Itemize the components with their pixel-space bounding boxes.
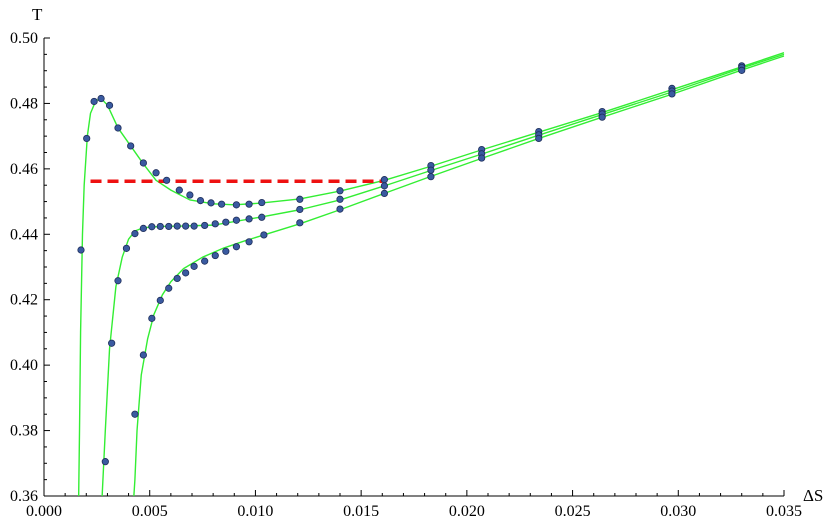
data-point bbox=[190, 222, 198, 230]
data-point bbox=[478, 154, 486, 162]
data-point bbox=[148, 314, 156, 322]
data-point bbox=[148, 223, 156, 231]
data-point bbox=[201, 221, 209, 230]
y-tick-label: 0.48 bbox=[10, 95, 38, 112]
data-point bbox=[173, 274, 181, 283]
data-point bbox=[232, 201, 240, 209]
data-point bbox=[163, 176, 171, 184]
data-point bbox=[105, 101, 114, 109]
data-point bbox=[380, 189, 388, 197]
y-tick-label: 0.46 bbox=[10, 161, 38, 178]
y-tick-label: 0.36 bbox=[10, 488, 38, 505]
x-tick-label: 0.035 bbox=[766, 503, 802, 520]
data-point bbox=[182, 222, 190, 230]
data-point bbox=[83, 134, 91, 143]
data-point bbox=[101, 458, 109, 466]
data-point bbox=[122, 244, 131, 252]
data-point bbox=[108, 339, 116, 347]
data-point bbox=[380, 182, 388, 190]
data-point bbox=[156, 222, 164, 231]
y-ticks: 0.36 0.38 0.40 0.42 0.44 0.46 0.48 0.50 bbox=[10, 30, 50, 505]
data-point bbox=[245, 200, 253, 208]
data-point bbox=[211, 220, 219, 228]
data-point bbox=[535, 134, 543, 143]
data-point bbox=[336, 205, 344, 213]
data-point bbox=[77, 246, 85, 254]
data-point bbox=[380, 176, 388, 184]
series-curve-2 bbox=[101, 53, 785, 496]
data-point bbox=[336, 187, 344, 195]
data-point bbox=[598, 113, 606, 121]
data-point bbox=[90, 97, 98, 106]
data-point bbox=[131, 410, 139, 418]
x-tick-label: 0.015 bbox=[343, 503, 379, 520]
data-point bbox=[186, 191, 194, 199]
data-point bbox=[173, 222, 181, 230]
y-tick-label: 0.40 bbox=[10, 357, 38, 374]
data-point bbox=[190, 262, 198, 270]
data-point bbox=[258, 213, 266, 221]
data-point bbox=[196, 196, 205, 205]
data-point bbox=[222, 247, 230, 255]
data-point bbox=[218, 200, 226, 208]
data-point bbox=[165, 284, 173, 292]
data-point bbox=[182, 269, 190, 277]
series-curve-3 bbox=[133, 55, 785, 496]
data-point bbox=[211, 251, 219, 260]
data-point bbox=[114, 124, 122, 132]
y-tick-label: 0.38 bbox=[10, 423, 38, 440]
data-point bbox=[127, 142, 135, 150]
data-point bbox=[232, 243, 240, 251]
data-point bbox=[97, 94, 105, 103]
data-point bbox=[114, 277, 122, 285]
data-point bbox=[336, 195, 344, 203]
y-axis-label: T bbox=[32, 5, 43, 24]
data-point bbox=[131, 230, 139, 238]
data-point bbox=[668, 90, 676, 98]
x-tick-label: 0.010 bbox=[237, 503, 273, 520]
data-point bbox=[222, 218, 230, 226]
data-point bbox=[296, 219, 304, 227]
y-tick-label: 0.50 bbox=[10, 30, 38, 47]
x-tick-label: 0.020 bbox=[449, 503, 485, 520]
data-point bbox=[152, 169, 160, 177]
y-tick-label: 0.44 bbox=[10, 226, 38, 243]
x-tick-label: 0.025 bbox=[555, 503, 591, 520]
x-axis-label: ΔS bbox=[803, 486, 823, 505]
x-tick-label: 0.005 bbox=[132, 503, 168, 520]
y-tick-label: 0.42 bbox=[10, 292, 38, 309]
data-point bbox=[427, 166, 435, 174]
data-point bbox=[232, 216, 240, 224]
x-tick-label: 0.030 bbox=[660, 503, 696, 520]
data-point bbox=[207, 199, 215, 207]
data-point bbox=[427, 173, 435, 181]
data-point bbox=[245, 238, 253, 246]
data-point bbox=[260, 231, 268, 239]
x-tick-label: 0.000 bbox=[26, 503, 62, 520]
data-point bbox=[201, 257, 209, 265]
data-point bbox=[738, 66, 746, 74]
data-point bbox=[156, 296, 164, 304]
data-point bbox=[165, 222, 173, 231]
curves bbox=[77, 52, 785, 496]
series-curve-1 bbox=[77, 52, 785, 496]
x-ticks: 0.000 0.005 0.010 0.015 0.020 0.025 0.030 0.035 bbox=[26, 490, 802, 520]
data-point bbox=[296, 195, 304, 203]
data-point bbox=[258, 198, 266, 207]
data-points bbox=[77, 62, 746, 466]
axes bbox=[43, 38, 784, 497]
data-point bbox=[296, 205, 304, 214]
data-point bbox=[245, 215, 253, 223]
data-point bbox=[175, 186, 183, 194]
data-point bbox=[139, 159, 147, 167]
data-point bbox=[139, 224, 147, 232]
data-point bbox=[139, 351, 147, 359]
